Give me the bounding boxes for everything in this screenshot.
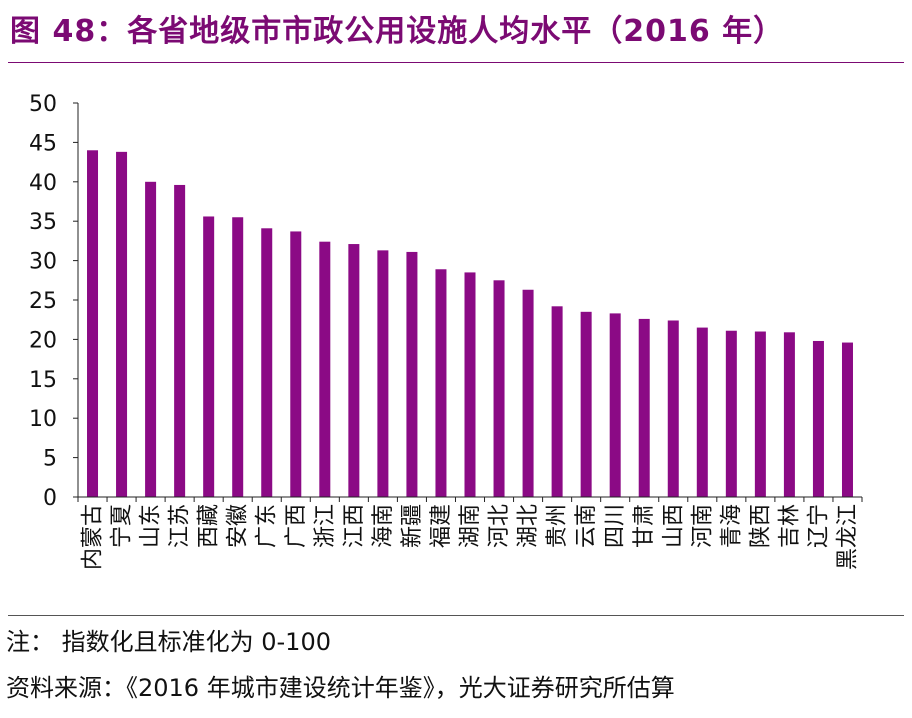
- bar: [551, 306, 563, 497]
- x-category-label: 宁夏: [110, 504, 135, 548]
- y-tick-label: 35: [29, 210, 57, 235]
- bar: [812, 340, 824, 497]
- bar: [116, 151, 128, 497]
- y-tick-label: 25: [29, 289, 57, 314]
- x-category-label: 黑龙江: [835, 504, 860, 570]
- figure-title: 图 48：各省地级市市政公用设施人均水平（2016 年）: [10, 14, 785, 49]
- bar: [87, 150, 99, 497]
- footer-divider: [8, 615, 904, 616]
- bar: [464, 272, 476, 497]
- bar: [493, 280, 505, 497]
- x-category-label: 西藏: [197, 504, 222, 548]
- title-divider: [8, 62, 904, 63]
- bar: [667, 320, 679, 497]
- x-category-label: 甘肃: [632, 504, 657, 548]
- bar: [203, 216, 215, 498]
- bar: [261, 228, 273, 498]
- bar: [783, 332, 795, 497]
- bar: [841, 342, 853, 497]
- chart-source: 资料来源：《2016 年城市建设统计年鉴》，光大证券研究所估算: [6, 674, 675, 702]
- bar: [377, 250, 389, 497]
- bar: [174, 184, 186, 497]
- bar: [725, 330, 737, 497]
- bar: [232, 217, 244, 497]
- y-tick-label: 10: [29, 407, 57, 432]
- y-tick-label: 30: [29, 250, 57, 275]
- x-category-label: 山西: [661, 504, 686, 548]
- bar: [348, 244, 360, 497]
- x-category-label: 四川: [603, 504, 628, 548]
- x-category-label: 陕西: [748, 504, 773, 548]
- x-category-label: 吉林: [777, 504, 802, 548]
- x-category-label: 江西: [342, 504, 367, 548]
- x-category-label: 新疆: [400, 504, 425, 548]
- x-category-label: 福建: [429, 504, 454, 548]
- x-category-label: 河北: [487, 504, 512, 548]
- x-category-label: 云南: [574, 504, 599, 548]
- bar: [609, 313, 621, 497]
- bar: [319, 241, 331, 497]
- y-axis: 0 5 10 15 20 25 30 35 40 45 50: [29, 92, 79, 511]
- x-category-label: 安徽: [226, 504, 251, 548]
- chart-note: 注： 指数化且标准化为 0-100: [6, 628, 331, 656]
- x-category-label: 青海: [719, 504, 744, 548]
- y-tick-label: 5: [43, 447, 57, 472]
- y-tick-label: 45: [29, 131, 57, 156]
- y-tick-label: 50: [29, 92, 57, 117]
- x-category-label: 湖南: [458, 504, 483, 548]
- y-tick-label: 40: [29, 171, 57, 196]
- bar: [406, 251, 418, 497]
- bar: [638, 318, 650, 497]
- x-category-label: 海南: [371, 504, 396, 548]
- bar: [522, 289, 534, 497]
- x-category-label: 辽宁: [806, 504, 831, 548]
- bar: [696, 327, 708, 497]
- bar: [580, 311, 592, 497]
- y-tick-label: 20: [29, 328, 57, 353]
- x-category-label: 湖北: [516, 504, 541, 548]
- bar-chart: 0 5 10 15 20 25 30 35 40 45 50 内蒙古 宁夏 山东 江苏 西藏 安徽 广东 广西 浙江…: [29, 92, 863, 570]
- x-category-label: 广西: [284, 504, 309, 548]
- x-category-label: 河南: [690, 504, 715, 548]
- y-tick-label: 15: [29, 368, 57, 393]
- x-category-label: 浙江: [313, 504, 338, 548]
- bar: [435, 269, 447, 497]
- bar: [754, 331, 766, 497]
- bar: [290, 231, 302, 497]
- x-category-label: 内蒙古: [81, 504, 106, 570]
- x-category-label: 山东: [139, 504, 164, 548]
- bar-series: [87, 150, 853, 498]
- x-category-label: 广东: [255, 504, 280, 548]
- x-axis: 内蒙古 宁夏 山东 江苏 西藏 安徽 广东 广西 浙江 江西 海南 新疆 福建 湖南 河北 湖北 贵州 云南 四川甘…: [77, 496, 863, 570]
- x-category-label: 江苏: [168, 504, 193, 548]
- x-category-label: 贵州: [545, 504, 570, 548]
- y-tick-label: 0: [43, 486, 57, 511]
- bar: [145, 181, 157, 498]
